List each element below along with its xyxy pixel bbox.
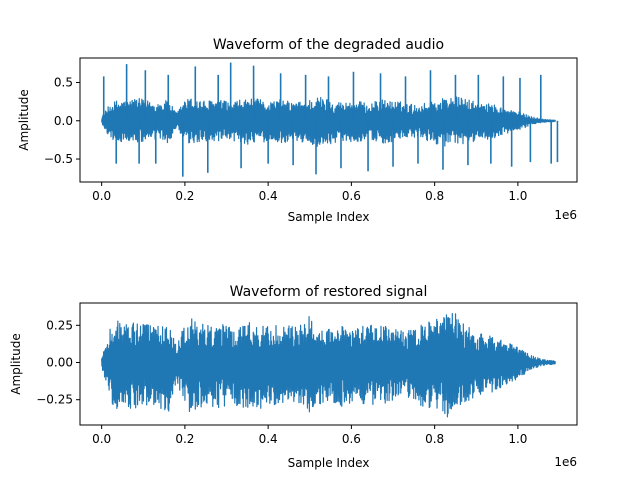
- x-tick-label: 0.6: [342, 189, 361, 203]
- x-axis-label: Sample Index: [288, 210, 370, 224]
- x-axis-label: Sample Index: [288, 456, 370, 470]
- x-tick-label: 1.0: [508, 432, 527, 446]
- y-axis-ticks: 0.5 0.0 −0.5: [44, 75, 80, 166]
- plot-area: [79, 57, 578, 183]
- y-axis-label: Amplitude: [9, 333, 23, 395]
- waveform-series: [101, 313, 556, 418]
- x-tick-label: 1.0: [508, 189, 527, 203]
- axes-frame: [79, 57, 578, 183]
- waveform-line: [101, 313, 556, 418]
- x-tick-label: 0.2: [175, 189, 194, 203]
- x-tick-label: 0.4: [259, 432, 278, 446]
- plot-area: [79, 302, 578, 426]
- x-tick-label: 0.0: [92, 189, 111, 203]
- y-tick-label: 0.00: [46, 356, 73, 370]
- x-tick-label: 0.8: [425, 189, 444, 203]
- y-axis-ticks: 0.25 0.00 −0.25: [36, 318, 80, 407]
- subplot-degraded: Waveform of the degraded audio 0.0 0.2 0.4…: [17, 37, 578, 224]
- subplot-title: Waveform of restored signal: [230, 284, 428, 300]
- subplot-title: Waveform of the degraded audio: [213, 37, 444, 53]
- x-tick-label: 0.6: [342, 432, 361, 446]
- y-tick-label: 0.25: [46, 318, 73, 332]
- y-tick-label: −0.5: [44, 152, 73, 166]
- x-axis-ticks: 0.0 0.2 0.4 0.6 0.8 1.0: [92, 182, 527, 203]
- x-tick-label: 0.8: [425, 432, 444, 446]
- x-axis-ticks: 0.0 0.2 0.4 0.6 0.8 1.0: [92, 425, 527, 446]
- x-tick-label: 0.2: [175, 432, 194, 446]
- x-axis-offset-text: 1e6: [554, 455, 577, 469]
- axes-frame: [79, 302, 578, 426]
- x-axis-offset-text: 1e6: [554, 208, 577, 222]
- y-axis-label: Amplitude: [17, 89, 31, 151]
- y-tick-label: −0.25: [36, 393, 73, 407]
- y-tick-label: 0.5: [54, 75, 73, 89]
- x-tick-label: 0.4: [259, 189, 278, 203]
- subplot-restored: Waveform of restored signal 0.0 0.2 0.4 0.6…: [9, 284, 578, 470]
- y-tick-label: 0.0: [54, 114, 73, 128]
- x-tick-label: 0.0: [92, 432, 111, 446]
- waveform-series: [101, 62, 559, 177]
